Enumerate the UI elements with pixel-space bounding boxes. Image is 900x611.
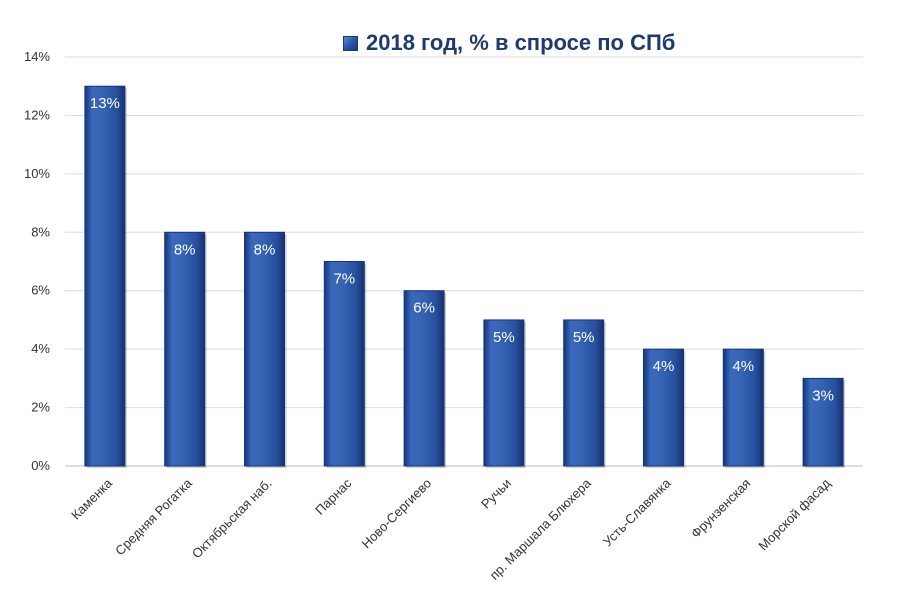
x-tick-label: Ново-Сергиево — [359, 476, 435, 552]
data-label: 3% — [812, 387, 834, 404]
y-tick-label: 10% — [24, 166, 50, 181]
bar — [722, 348, 764, 467]
bar — [164, 231, 206, 467]
legend-swatch — [343, 35, 358, 51]
bar — [244, 231, 285, 467]
legend-label: 2018 год, % в спросе по СПб — [366, 30, 676, 55]
y-tick-label: 8% — [31, 224, 50, 239]
bar — [483, 319, 525, 467]
data-labels: 13% 8% 8% 7% 6% 5% 5% 4% 4% 3% — [90, 95, 834, 404]
y-tick-label: 6% — [31, 283, 50, 298]
y-tick-label: 2% — [31, 400, 50, 415]
data-label: 7% — [333, 271, 355, 288]
data-label: 13% — [90, 95, 120, 112]
bar — [643, 348, 684, 467]
x-tick-label: Октябрьская наб. — [189, 476, 275, 562]
y-tick-label: 4% — [31, 341, 50, 356]
data-label: 4% — [653, 358, 675, 375]
x-tick-label: Средняя Рогатка — [112, 475, 195, 558]
data-label: 8% — [174, 241, 196, 258]
x-tick-label: Каменка — [68, 475, 115, 522]
bars — [84, 85, 846, 468]
y-tick-label: 0% — [31, 458, 50, 473]
legend: 2018 год, % в спросе по СПб — [343, 26, 675, 60]
data-label: 5% — [493, 329, 515, 346]
y-tick-label: 14% — [24, 49, 50, 64]
data-label: 5% — [573, 329, 595, 346]
bar — [323, 261, 365, 467]
data-label: 4% — [732, 358, 754, 375]
x-tick-label: Фрунзенская — [688, 476, 753, 541]
data-label: 6% — [413, 300, 435, 317]
data-label: 8% — [254, 241, 276, 258]
y-tick-label: 12% — [24, 107, 50, 122]
bar — [563, 319, 605, 467]
x-tick-label: Усть-Славянка — [600, 475, 674, 549]
x-tick-label: Ручьи — [478, 476, 514, 512]
bar — [84, 85, 126, 467]
bar — [802, 377, 844, 467]
x-tick-label: Парнас — [312, 475, 355, 518]
x-tick-label: Морской фасад — [755, 475, 833, 553]
y-axis: 0% 2% 4% 6% 8% 10% 12% 14% — [24, 49, 50, 473]
bar — [403, 290, 445, 467]
